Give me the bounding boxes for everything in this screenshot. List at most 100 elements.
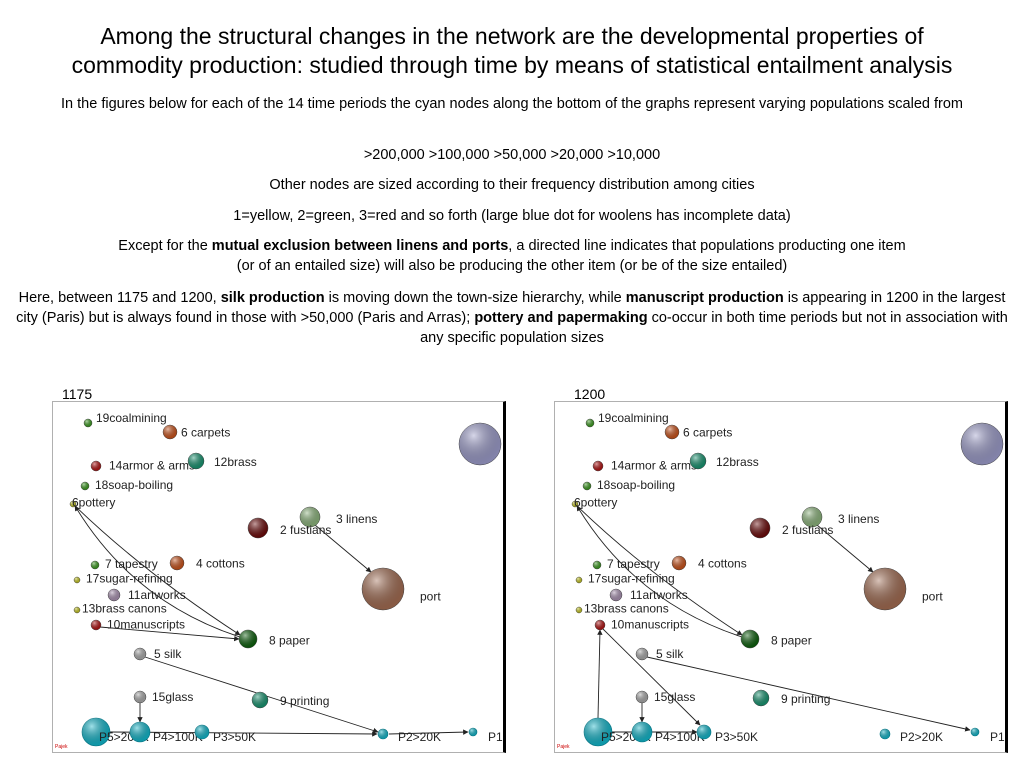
node-label-n19: 19coalmining [598, 411, 669, 425]
edge-p5-manuscripts [597, 629, 603, 719]
node-label-n13: 13brass canons [82, 602, 167, 616]
population-shade-4 [971, 728, 979, 736]
node-shade-n14 [593, 461, 603, 471]
except-post: , a directed line indicates that populat… [508, 238, 906, 254]
node-label-n6p: 6pottery [574, 496, 617, 510]
node-label-n13: 13brass canons [584, 602, 669, 616]
node-shade-n6 [665, 425, 679, 439]
pajek-logo: Pajek [557, 744, 570, 750]
color-legend-note: 1=yellow, 2=green, 3=red and so forth (l… [233, 208, 791, 224]
node-shade-n6p [572, 501, 578, 507]
network-graph-1200: 19coalmining 6 carpets 14armor & arms 12bra… [554, 401, 1008, 753]
node-label-n4: 4 cottons [698, 557, 747, 571]
node-label-n7: 7 tapestry [105, 557, 158, 571]
title-line-2: commodity production: studied through ti… [71, 52, 953, 78]
node-shade-n11 [610, 589, 622, 601]
node-label-n3: 3 linens [336, 512, 377, 526]
node-label-n9: 9 printing [781, 692, 830, 706]
node-label-n7: 7 tapestry [607, 557, 660, 571]
except-bold: mutual exclusion between linens and port… [211, 238, 509, 254]
population-shade-0 [82, 718, 110, 746]
node-label-n5: 5 silk [154, 647, 182, 661]
node-shade-n9 [753, 690, 769, 706]
population-label-2: P3>50K [213, 730, 256, 744]
summary-paragraph: Here, between 1175 and 1200, silk produc… [8, 288, 1016, 348]
node-label-n14: 14armor & arms [109, 459, 195, 473]
here-t1: Here, between 1175 and 1200, [18, 290, 221, 306]
edge-manuscripts-paper [99, 626, 240, 642]
network-svg-1200: 19coalmining 6 carpets 14armor & arms 12bra… [557, 411, 1005, 750]
node-shade-n3 [300, 507, 320, 527]
here-t3: is appearing in 1200 in the largest city… [16, 290, 1006, 326]
edge-pottery-paper [574, 503, 743, 636]
population-shade-1 [632, 722, 652, 742]
node-shade-n3 [802, 507, 822, 527]
node-shade-n8 [239, 630, 257, 648]
node-shade-n2 [248, 518, 268, 538]
except-pre: Except for the [118, 238, 212, 254]
node-shade-n14 [91, 461, 101, 471]
node-shade-n19 [84, 419, 92, 427]
sizing-note: Other nodes are sized according to their… [269, 177, 755, 193]
node-shade-n7 [593, 561, 601, 569]
edge-paper-pottery [576, 505, 743, 638]
population-shade-3 [378, 729, 388, 739]
title-line-1: Among the structural changes in the netw… [100, 23, 924, 49]
panel-label-1175: 1175 [62, 386, 93, 402]
population-label-1: P4>100K [153, 730, 203, 744]
edge-p5-p2 [109, 731, 378, 737]
edge-pottery-paper [72, 503, 241, 636]
node-shade-n7 [91, 561, 99, 569]
node-label-n8: 8 paper [269, 634, 310, 648]
node-label-n6: 6 carpets [683, 426, 732, 440]
intro-paragraph: In the figures below for each of the 14 … [61, 96, 963, 112]
node-label-n2: 2 fustians [280, 523, 331, 537]
node-label-n4: 4 cottons [196, 557, 245, 571]
edge-paper-pottery [74, 505, 241, 638]
edge-manuscripts-p3 [602, 628, 701, 726]
node-shade-n12 [690, 453, 706, 469]
node-shade-n15 [636, 691, 648, 703]
here-b3: pottery and papermaking [474, 310, 648, 326]
node-shade-n4 [170, 556, 184, 570]
node-shade-n5 [636, 648, 648, 660]
node-shade-n10 [595, 620, 605, 630]
population-shade-2 [195, 725, 209, 739]
node-shade-n11 [108, 589, 120, 601]
node-label-n18: 18soap-boiling [597, 478, 675, 492]
node-label-nport: port [420, 590, 441, 604]
node-label-n17: 17sugar-refining [588, 572, 675, 586]
population-shade-4 [469, 728, 477, 736]
here-b1: silk production [220, 290, 325, 306]
node-shade-n8 [741, 630, 759, 648]
node-shade-n2 [750, 518, 770, 538]
node-label-n5: 5 silk [656, 647, 684, 661]
node-shade-n5 [134, 648, 146, 660]
population-shade-0 [584, 718, 612, 746]
population-label-1: P4>100K [655, 730, 705, 744]
node-label-n15: 15glass [654, 690, 695, 704]
node-shade-n6p [70, 501, 76, 507]
node-label-n12: 12brass [716, 455, 759, 469]
node-shade-n12 [188, 453, 204, 469]
node-label-n17: 17sugar-refining [86, 572, 173, 586]
node-shade-n10 [91, 620, 101, 630]
population-shade-2 [697, 725, 711, 739]
pajek-logo: Pajek [55, 744, 68, 750]
node-label-n12: 12brass [214, 455, 257, 469]
network-svg-1175: 19coalmining 6 carpets 14armor & arms 12bra… [55, 411, 503, 750]
population-thresholds: >200,000 >100,000 >50,000 >20,000 >10,00… [363, 147, 661, 163]
node-shade-n13 [576, 607, 582, 613]
here-t2: is moving down the town-size hierarchy, … [324, 290, 626, 306]
edge-p2-p1 [388, 729, 469, 735]
node-shade-n19 [586, 419, 594, 427]
population-label-3: P2>20K [900, 730, 943, 744]
node-label-n6: 6 carpets [181, 426, 230, 440]
node-shade-w [459, 423, 501, 465]
node-label-n8: 8 paper [771, 634, 812, 648]
panel-label-1200: 1200 [574, 386, 606, 402]
node-label-nport: port [922, 590, 943, 604]
node-shade-n13 [74, 607, 80, 613]
node-shade-n17 [74, 577, 80, 583]
node-shade-n18 [583, 482, 591, 490]
